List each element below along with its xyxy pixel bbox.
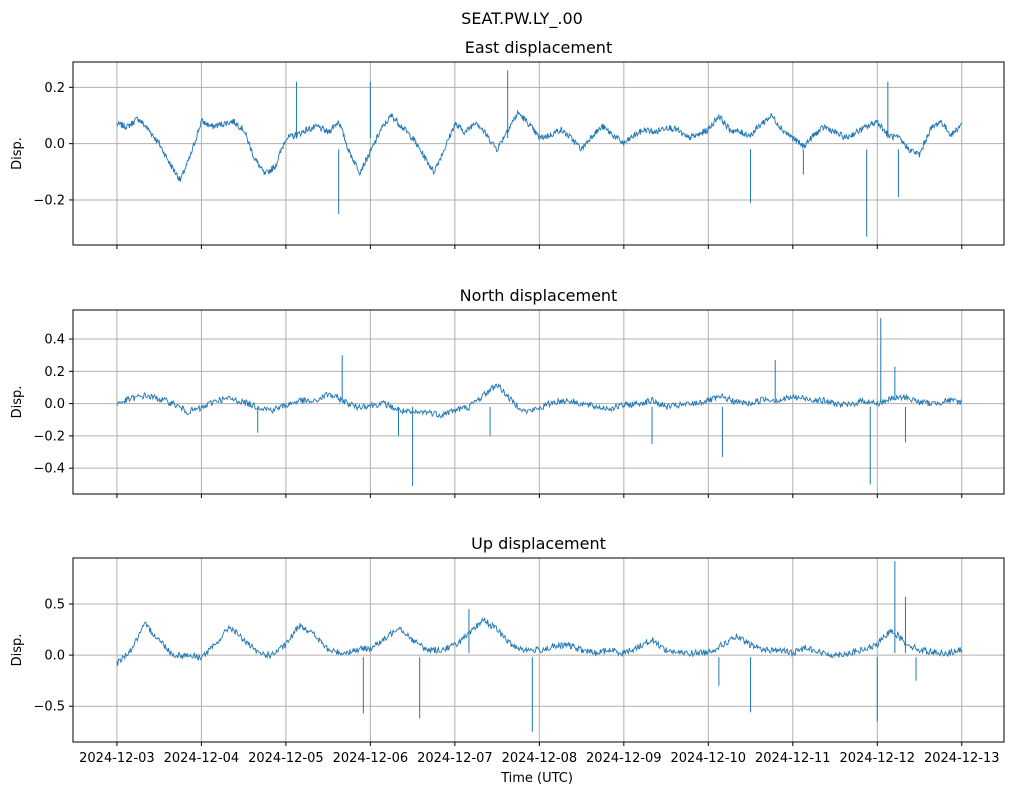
panel-0: −0.2 0.0 0.2 East displacement Disp. [10, 38, 1005, 249]
x-tick-label: 2024-12-10 [671, 751, 747, 766]
panel-2: −0.5 0.0 0.5 2024-12-03 2024-12-04 2024-12-05… [10, 534, 1005, 766]
y-tick-label: 0.0 [44, 137, 65, 152]
y-tick-label: 0.5 [44, 598, 65, 613]
x-tick-label: 2024-12-13 [924, 751, 1000, 766]
y-tick-label: −0.2 [33, 193, 65, 208]
axes-frame [72, 61, 1005, 246]
panel-1: −0.4 −0.2 0.0 0.2 0.4 North displacement Disp. [10, 286, 1005, 498]
y-tick-label: −0.4 [33, 462, 65, 477]
axes-frame [72, 309, 1005, 495]
x-tick-label: 2024-12-12 [839, 751, 915, 766]
x-tick-label: 2024-12-06 [333, 751, 409, 766]
panels-group: −0.2 0.0 0.2 East displacement Disp. −0.4 −0.2… [10, 38, 1005, 766]
panel-title: North displacement [460, 286, 618, 305]
x-tick-label: 2024-12-07 [417, 751, 493, 766]
series-line [116, 616, 963, 666]
x-tick-label: 2024-12-03 [79, 751, 155, 766]
y-axis-label: Disp. [10, 634, 25, 667]
y-tick-label: 0.4 [44, 333, 65, 348]
x-tick-label: 2024-12-05 [248, 751, 324, 766]
y-tick-label: 0.2 [44, 81, 65, 96]
y-axis-label: Disp. [10, 137, 25, 170]
axes-frame [72, 557, 1005, 743]
x-tick-label: 2024-12-11 [755, 751, 831, 766]
y-tick-label: 0.0 [44, 649, 65, 664]
x-tick-label: 2024-12-09 [586, 751, 662, 766]
y-tick-label: −0.5 [33, 700, 65, 715]
x-tick-label: 2024-12-04 [164, 751, 240, 766]
y-tick-label: 0.0 [44, 397, 65, 412]
panel-title: East displacement [465, 38, 612, 57]
x-axis-label: Time (UTC) [500, 771, 573, 786]
figure-suptitle: SEAT.PW.LY_.00 [461, 9, 583, 29]
y-tick-label: 0.2 [44, 365, 65, 380]
y-tick-label: −0.2 [33, 429, 65, 444]
panel-title: Up displacement [471, 534, 606, 553]
y-axis-label: Disp. [10, 386, 25, 419]
series-line [116, 109, 963, 182]
x-tick-label: 2024-12-08 [502, 751, 578, 766]
